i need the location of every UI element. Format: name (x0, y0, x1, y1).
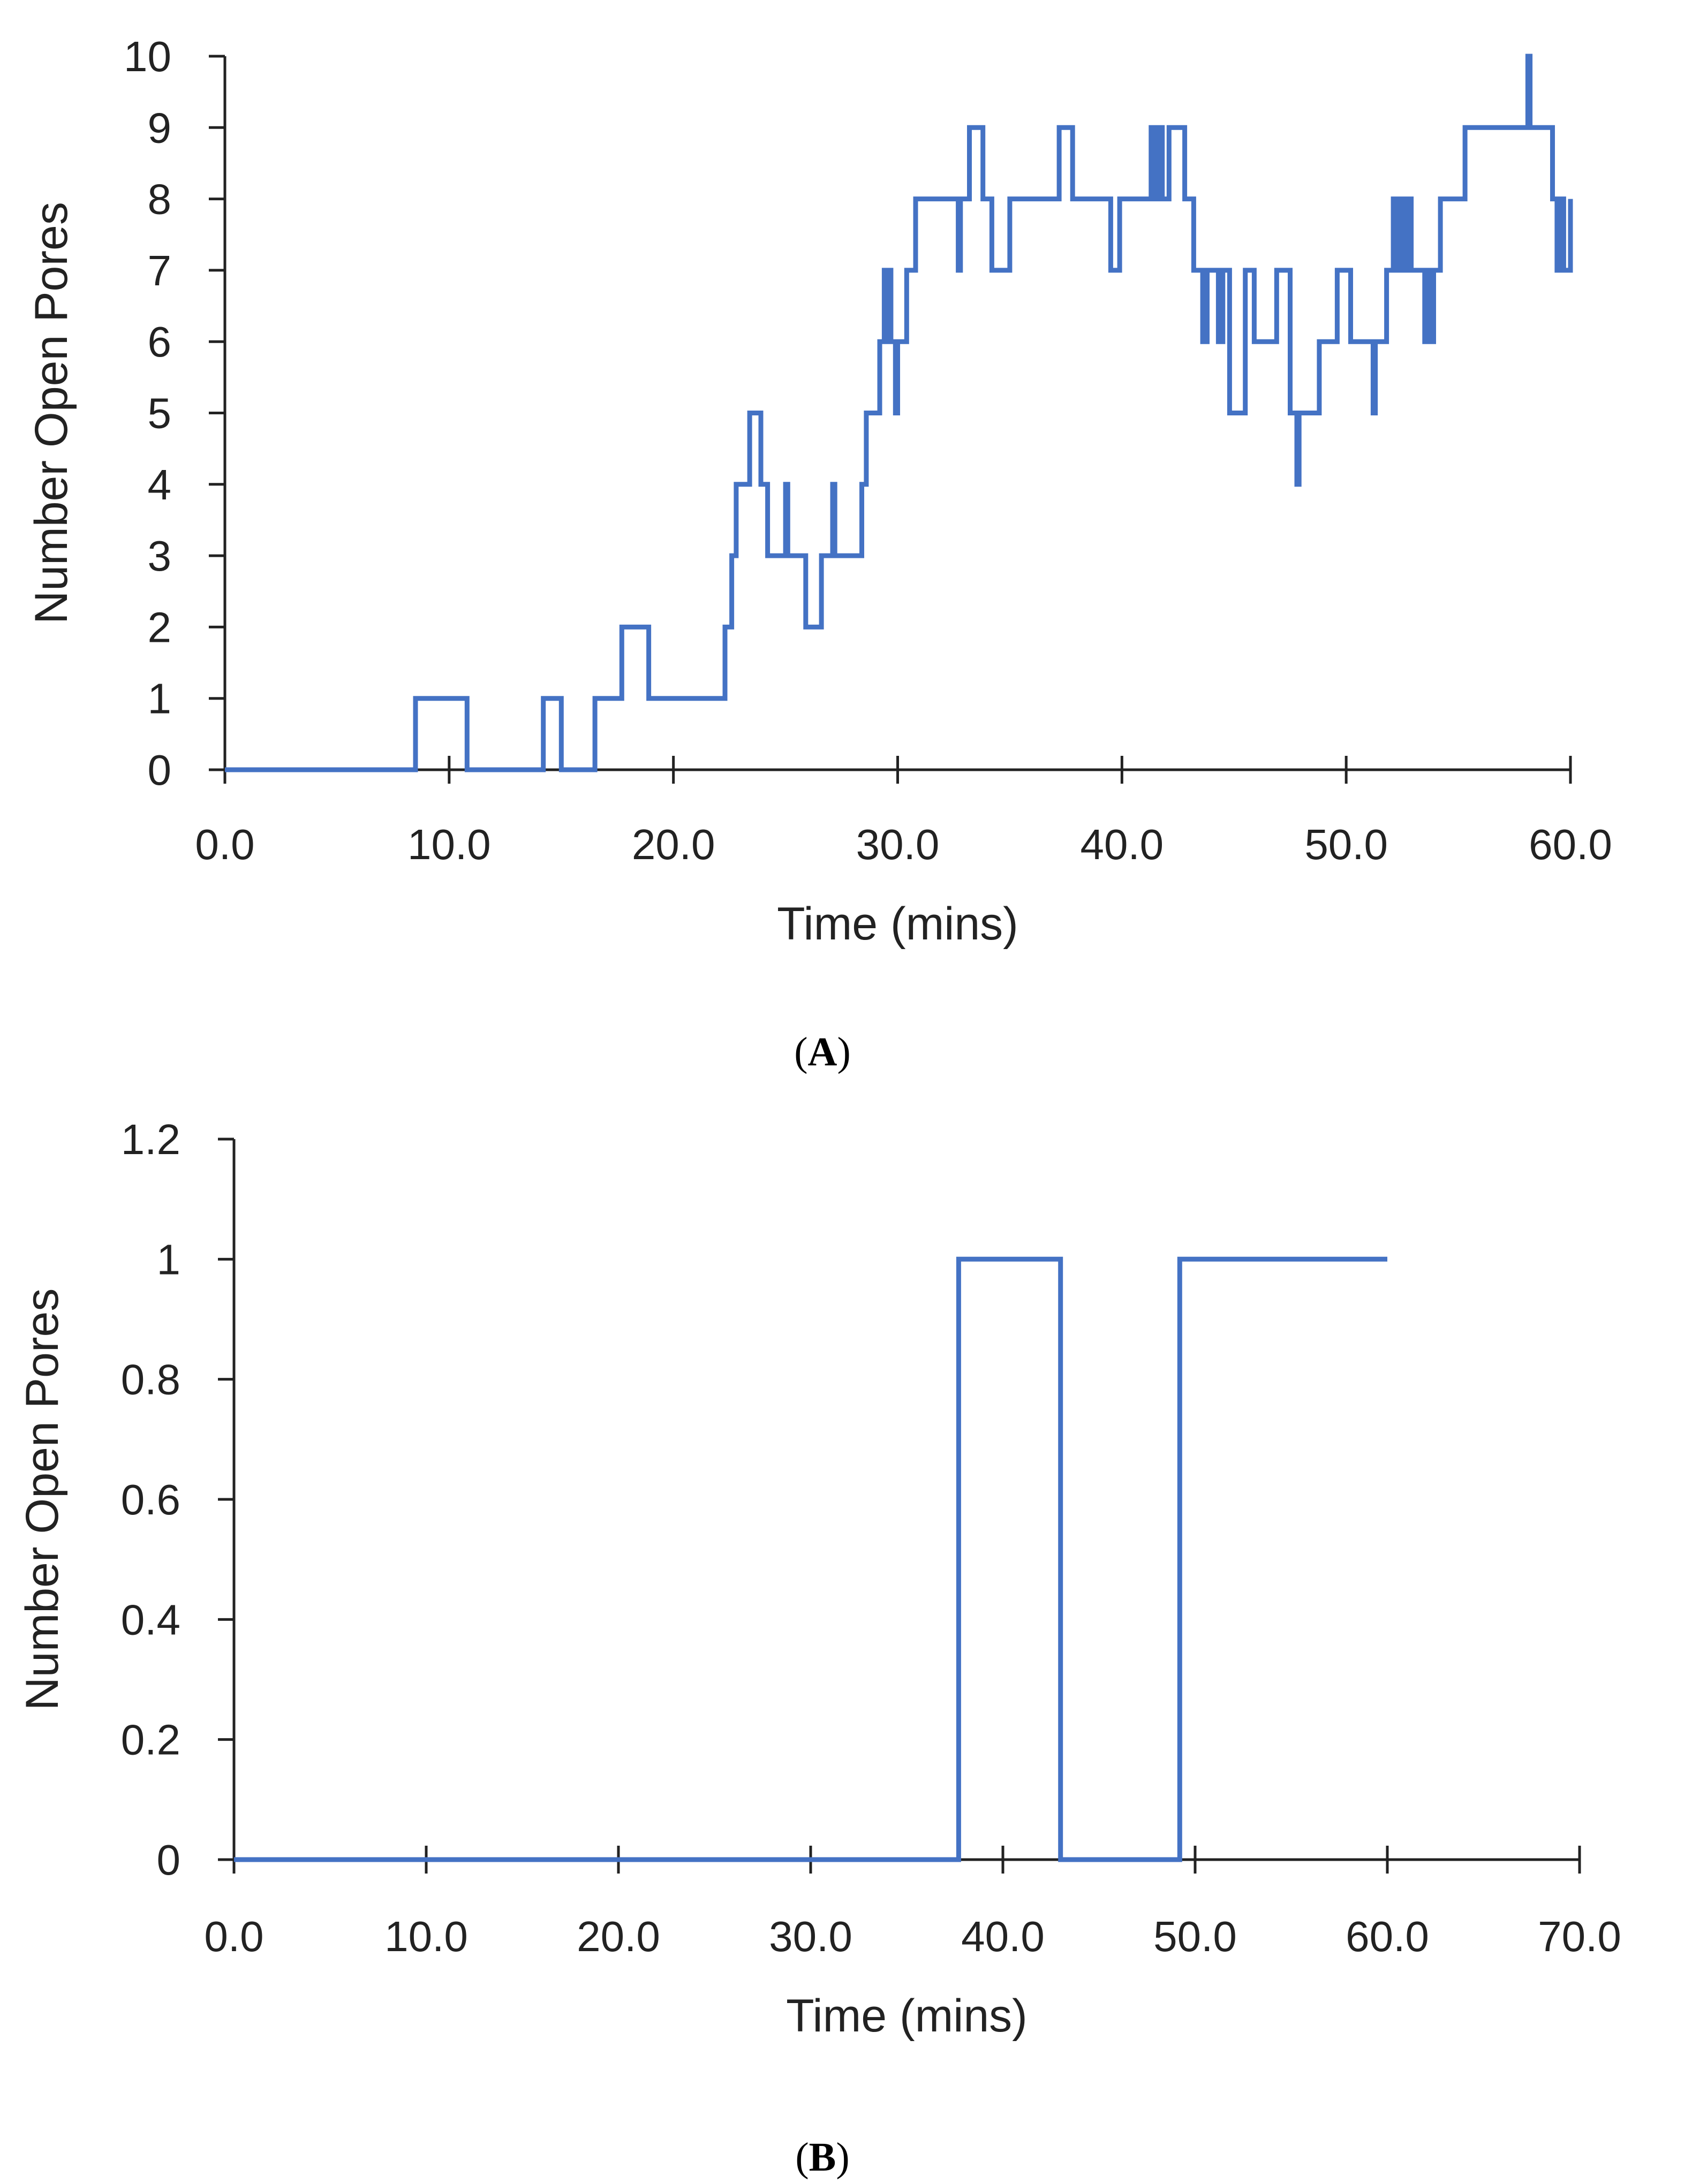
panel-a-y-tick-label: 0 (148, 746, 172, 794)
panel-b-letter: B (809, 2135, 836, 2180)
panel-b-x-tick-label: 0.0 (204, 1913, 263, 1960)
panel-b-x-tick-label: 50.0 (1153, 1913, 1237, 1960)
panel-b-x-tick-label: 70.0 (1538, 1913, 1621, 1960)
panel-a-y-axis-title: Number Open Pores (26, 202, 77, 624)
panel-b-y-tick-label: 0.6 (121, 1476, 180, 1523)
panel-a-y-tick-label: 4 (148, 461, 172, 509)
panel-a-y-tick-label: 6 (148, 318, 172, 366)
panel-a-y-tick-label: 8 (148, 176, 172, 223)
panel-b-y-tick-label: 1.2 (121, 1116, 180, 1163)
panel-a-chart: 0 1 2 3 4 5 6 7 8 9 10 0.0 10.0 20.0 30.0 40.0 50.0 60.0 T… (26, 33, 1612, 950)
panel-a-y-tick-label: 5 (148, 390, 172, 437)
panel-a-y-tick-label: 3 (148, 532, 172, 580)
panel-a-y-tick-label: 7 (148, 247, 172, 294)
panel-b-x-tick-label: 40.0 (961, 1913, 1045, 1960)
panel-b-y-tick-label: 0.4 (121, 1596, 180, 1643)
panel-b-chart: 0 0.2 0.4 0.6 0.8 1 1.2 0.0 10.0 20.0 30.0 40.0 50.0… (17, 1116, 1621, 2042)
panel-b-x-tick-label: 20.0 (577, 1913, 660, 1960)
panel-a-label: (A) (794, 1029, 851, 1074)
panel-b-x-tick-label: 30.0 (769, 1913, 852, 1960)
panel-b-y-tick-label: 0.8 (121, 1356, 180, 1404)
panel-a-series-line (225, 54, 1573, 772)
panel-b-label: (B) (795, 2135, 849, 2180)
panel-a-x-tick-label: 20.0 (632, 821, 715, 868)
panel-a-x-tick-label: 60.0 (1529, 821, 1612, 868)
panel-b-x-tick-label: 60.0 (1346, 1913, 1429, 1960)
panel-a-y-tick-label: 9 (148, 104, 172, 151)
panel-a-x-tick-label: 40.0 (1080, 821, 1164, 868)
panel-a-y-tick-label: 1 (148, 675, 172, 723)
panel-a-x-tick-label: 30.0 (856, 821, 940, 868)
panel-a-y-tick-label: 10 (124, 33, 171, 80)
panel-b-y-axis-title: Number Open Pores (17, 1288, 68, 1711)
panel-b-y-tick-label: 0 (157, 1836, 181, 1884)
panel-b-x-axis-title: Time (mins) (786, 1990, 1028, 2042)
panel-b-series-line (234, 1256, 1387, 1862)
panel-b-x-tick-label: 10.0 (384, 1913, 468, 1960)
panel-a-x-tick-label: 10.0 (407, 821, 491, 868)
panel-b-y-tick-label: 1 (157, 1235, 181, 1283)
panel-a-y-tick-label: 2 (148, 603, 172, 651)
panel-b-y-tick-label: 0.2 (121, 1716, 180, 1764)
panel-a-letter: A (808, 1029, 837, 1074)
panel-a-x-axis-title: Time (mins) (777, 898, 1018, 950)
panel-a-x-tick-label: 50.0 (1304, 821, 1388, 868)
panel-a-x-tick-label: 0.0 (195, 821, 254, 868)
